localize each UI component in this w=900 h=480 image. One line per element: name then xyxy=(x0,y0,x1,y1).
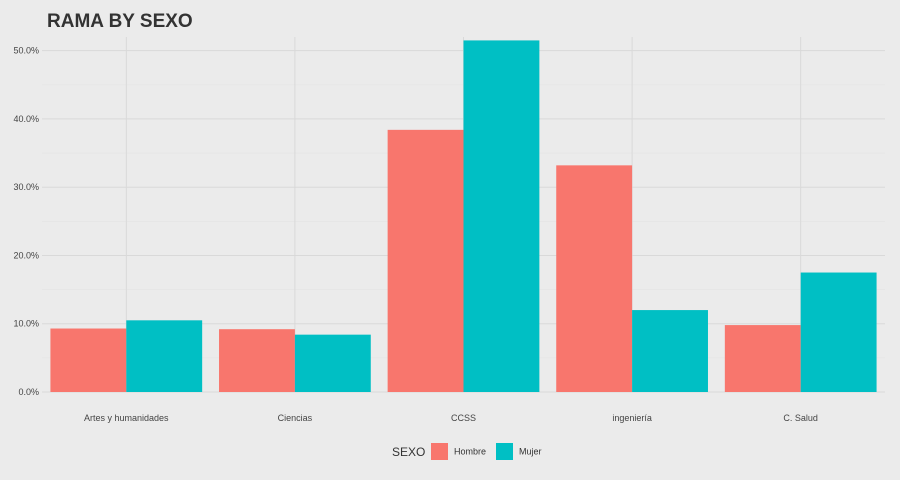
chart-title: RAMA BY SEXO xyxy=(47,11,193,32)
bar-mujer-2 xyxy=(463,40,540,393)
y-tick-label: 10.0% xyxy=(13,319,39,329)
x-tick-label: Ciencias xyxy=(278,413,313,423)
bar-mujer-0 xyxy=(126,320,203,392)
bar-hombre-3 xyxy=(556,165,633,392)
bars xyxy=(50,40,877,393)
x-tick-label: CCSS xyxy=(451,413,476,423)
y-tick-label: 0.0% xyxy=(18,387,39,397)
bar-mujer-3 xyxy=(632,310,708,392)
x-axis-ticks: Artes y humanidades Ciencias CCSS ingenierí… xyxy=(84,413,818,423)
y-tick-label: 50.0% xyxy=(13,46,39,56)
bar-hombre-0 xyxy=(50,328,127,392)
legend-title: SEXO xyxy=(392,445,425,459)
legend-label-hombre: Hombre xyxy=(454,447,486,457)
y-tick-label: 40.0% xyxy=(13,114,39,124)
y-tick-label: 20.0% xyxy=(13,250,39,260)
legend-label-mujer: Mujer xyxy=(519,447,542,457)
legend: SEXO Hombre Mujer xyxy=(392,443,542,460)
bar-hombre-1 xyxy=(219,329,295,392)
x-tick-label: C. Salud xyxy=(783,413,818,423)
bar-hombre-2 xyxy=(387,129,464,392)
bar-hombre-4 xyxy=(724,325,801,392)
y-tick-label: 30.0% xyxy=(13,182,39,192)
bar-mujer-1 xyxy=(294,334,371,392)
y-axis-ticks: 0.0% 10.0% 20.0% 30.0% 40.0% 50.0% xyxy=(13,46,39,397)
legend-swatch-hombre xyxy=(431,443,448,460)
bar-mujer-4 xyxy=(800,272,877,392)
x-tick-label: Artes y humanidades xyxy=(84,413,169,423)
legend-swatch-mujer xyxy=(496,443,513,460)
x-tick-label: ingeniería xyxy=(612,413,652,423)
